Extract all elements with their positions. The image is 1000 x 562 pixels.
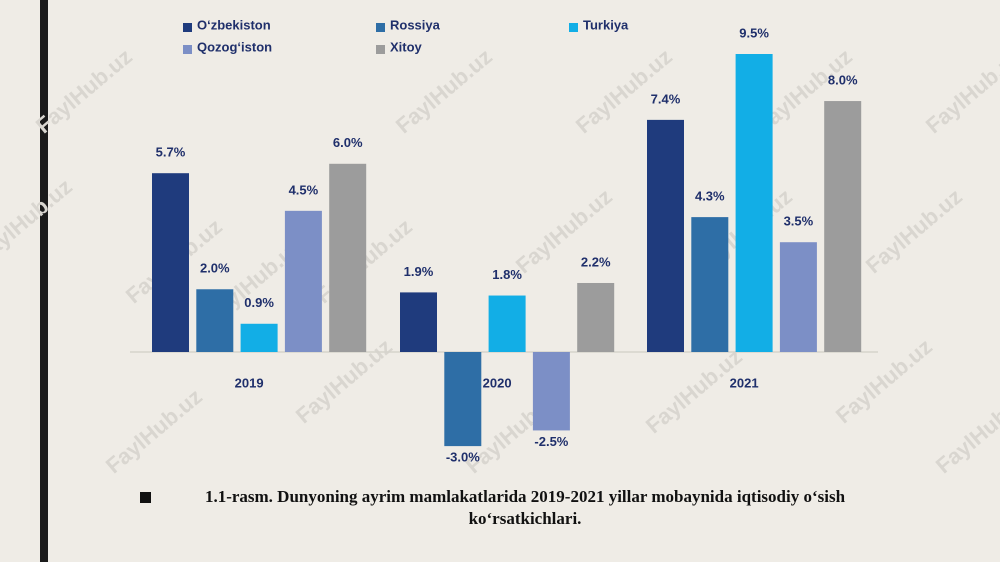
value-label: 2.2% — [581, 254, 611, 269]
x-tick-label: 2019 — [235, 375, 264, 390]
bar — [532, 352, 570, 431]
caption: 1.1-rasm. Dunyoning ayrim mamlakatlarida… — [204, 487, 846, 528]
value-label: 2.0% — [200, 261, 230, 276]
value-label: -2.5% — [534, 434, 568, 449]
value-label: 4.5% — [289, 182, 319, 197]
watermark: FaylHub.uz — [921, 44, 1000, 139]
legend-label: Qozog‘iston — [197, 39, 272, 54]
watermark: FaylHub.uz — [0, 174, 77, 269]
bar — [691, 217, 729, 352]
bar — [329, 163, 367, 352]
caption-bullet — [140, 492, 151, 503]
watermark: FaylHub.uz — [31, 44, 137, 139]
legend-swatch — [569, 23, 578, 32]
bar — [647, 119, 684, 352]
x-tick-label: 2021 — [730, 375, 759, 390]
bar — [196, 289, 234, 352]
value-label: 4.3% — [695, 189, 725, 204]
value-label: 6.0% — [333, 135, 363, 150]
left-band — [40, 0, 48, 562]
bar — [735, 54, 773, 352]
x-tick-label: 2020 — [483, 375, 512, 390]
legend-label: Xitoy — [390, 39, 423, 54]
watermark: FaylHub.uz — [861, 184, 967, 279]
bar — [240, 323, 278, 352]
legend-swatch — [183, 45, 192, 54]
value-label: 9.5% — [739, 25, 769, 40]
bar — [488, 295, 526, 352]
value-label: 7.4% — [651, 91, 681, 106]
value-label: 8.0% — [828, 72, 858, 87]
bar — [779, 242, 817, 352]
legend-label: O‘zbekiston — [197, 17, 271, 32]
bar — [152, 173, 189, 352]
watermark: FaylHub.uz — [101, 384, 207, 479]
bar — [284, 210, 322, 352]
value-label: -3.0% — [446, 450, 480, 465]
bar — [444, 352, 482, 447]
legend-swatch — [376, 23, 385, 32]
value-label: 5.7% — [156, 145, 186, 160]
legend-swatch — [183, 23, 192, 32]
bar — [824, 101, 862, 352]
value-label: 1.8% — [492, 267, 522, 282]
watermark: FaylHub.uz — [391, 44, 497, 139]
value-label: 3.5% — [784, 214, 814, 229]
watermark: FaylHub.uz — [641, 344, 747, 439]
value-label: 1.9% — [404, 264, 434, 279]
bar — [577, 282, 615, 352]
legend-label: Rossiya — [390, 17, 441, 32]
legend-label: Turkiya — [583, 17, 629, 32]
watermark: FaylHub.uz — [931, 384, 1000, 479]
bar — [400, 292, 437, 352]
legend-swatch — [376, 45, 385, 54]
value-label: 0.9% — [244, 295, 274, 310]
